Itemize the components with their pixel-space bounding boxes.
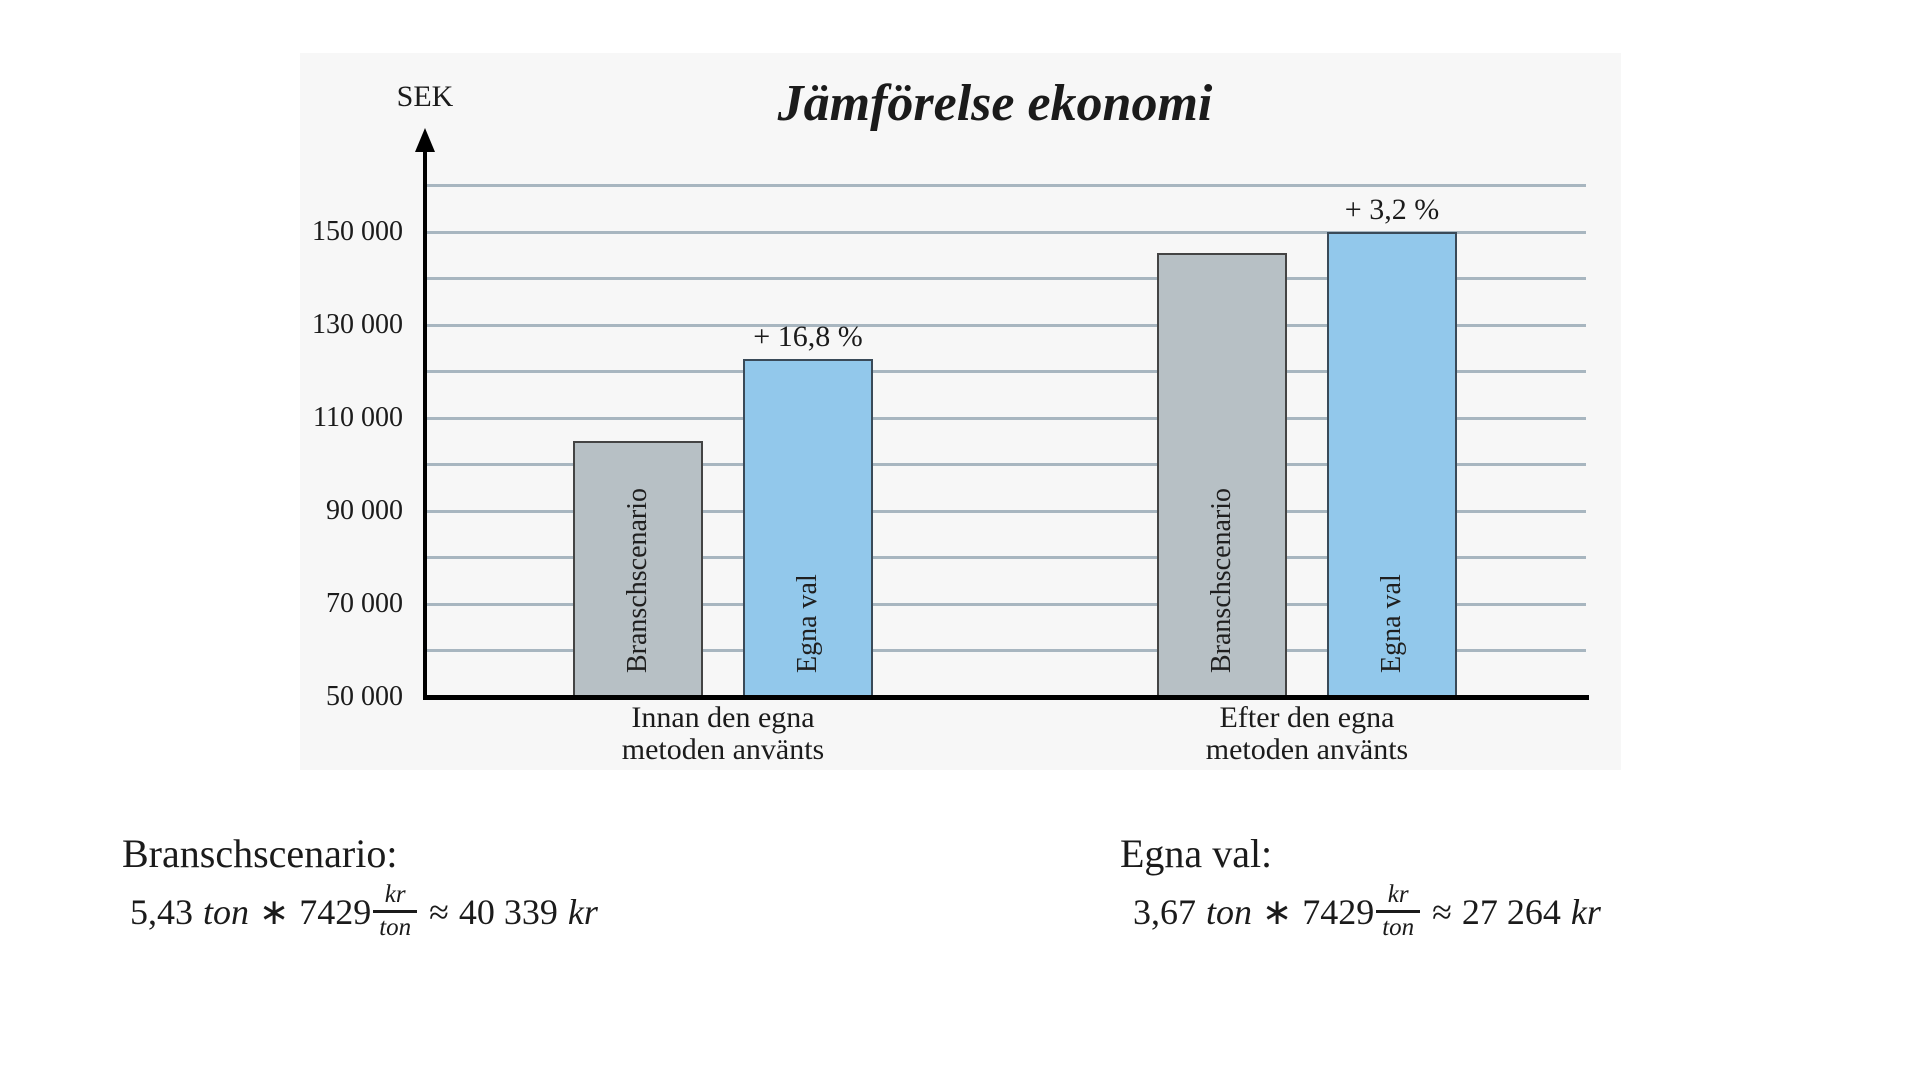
calc-egna-val: Egna val: 3,67 ton ∗ 7429 kr ton ≈ 27 26… (1120, 831, 1601, 942)
calc-formula: 5,43 ton ∗ 7429 kr ton ≈ 40 339 kr (130, 881, 598, 942)
category-label-line: metoden använts (1205, 733, 1409, 767)
y-tick-label: 50 000 (326, 681, 403, 712)
bar-egna-val: Egna val (1327, 232, 1457, 699)
fraction-numerator: kr (384, 881, 406, 908)
y-tick-label: 90 000 (326, 495, 403, 526)
fraction-numerator: kr (1387, 881, 1409, 908)
gridline (427, 370, 1586, 373)
formula-operator: ∗ (1262, 891, 1293, 932)
y-tick-label: 70 000 (326, 588, 403, 619)
y-axis-line (423, 148, 427, 699)
formula-result: 27 264 (1461, 891, 1561, 932)
formula-result-unit: kr (567, 891, 598, 932)
formula-unit: ton (203, 891, 250, 932)
chart-title: Jämförelse ekonomi (777, 75, 1213, 132)
bar-label: Egna val (1376, 574, 1407, 673)
gridline (427, 556, 1586, 559)
gridline (427, 649, 1586, 652)
formula-result-unit: kr (1570, 891, 1601, 932)
bar-annotation: + 16,8 % (753, 320, 863, 354)
calc-branschscenario: Branschscenario: 5,43 ton ∗ 7429 kr ton … (122, 831, 598, 942)
bar-label: Egna val (792, 574, 823, 673)
bar-branschscenario: Branschscenario (573, 441, 703, 699)
fraction-denominator: ton (1376, 910, 1421, 942)
y-tick-label: 150 000 (312, 216, 403, 247)
y-axis-unit-label: SEK (396, 80, 454, 113)
category-label-line: Efter den egna (1219, 701, 1395, 734)
bar-branschscenario: Branschscenario (1157, 252, 1287, 699)
gridline (427, 277, 1586, 280)
y-tick-label: 130 000 (312, 309, 403, 340)
approx-sign: ≈ (1432, 891, 1452, 932)
calc-heading: Egna val: (1120, 831, 1273, 876)
calc-formula: 3,67 ton ∗ 7429 kr ton ≈ 27 264 kr (1133, 881, 1601, 942)
fraction-denominator: ton (373, 910, 418, 942)
formula-fraction: kr ton (373, 881, 418, 942)
formula-fraction: kr ton (1376, 881, 1421, 942)
bar-egna-val: Egna val (743, 359, 873, 699)
formula-operator: ∗ (259, 891, 290, 932)
category-label-line: Innan den egna (631, 701, 815, 734)
gridline (427, 602, 1586, 606)
formula-coefficient: 3,67 (1133, 891, 1196, 932)
calc-heading: Branschscenario: (122, 831, 398, 876)
category-label-line: metoden använts (621, 733, 825, 767)
formula-result: 40 339 (458, 891, 558, 932)
y-axis-arrow-icon (415, 128, 435, 152)
bar-annotation: + 3,2 % (1344, 193, 1440, 226)
category-label: Innan den egna metoden använts (621, 701, 825, 767)
category-label: Efter den egna metoden använts (1205, 701, 1409, 767)
bar-label: Branschscenario (1206, 487, 1237, 673)
gridline (427, 184, 1586, 187)
formula-price: 7429 (299, 891, 372, 932)
gridline (427, 323, 1586, 327)
gridline (427, 463, 1586, 466)
formula-price: 7429 (1302, 891, 1375, 932)
bar-label: Branschscenario (622, 487, 653, 673)
gridline (427, 230, 1586, 234)
x-axis-line (423, 695, 1589, 700)
gridline (427, 416, 1586, 420)
gridline (427, 509, 1586, 513)
formula-unit: ton (1206, 891, 1253, 932)
y-tick-label: 110 000 (313, 402, 403, 433)
approx-sign: ≈ (429, 891, 449, 932)
formula-coefficient: 5,43 (130, 891, 193, 932)
